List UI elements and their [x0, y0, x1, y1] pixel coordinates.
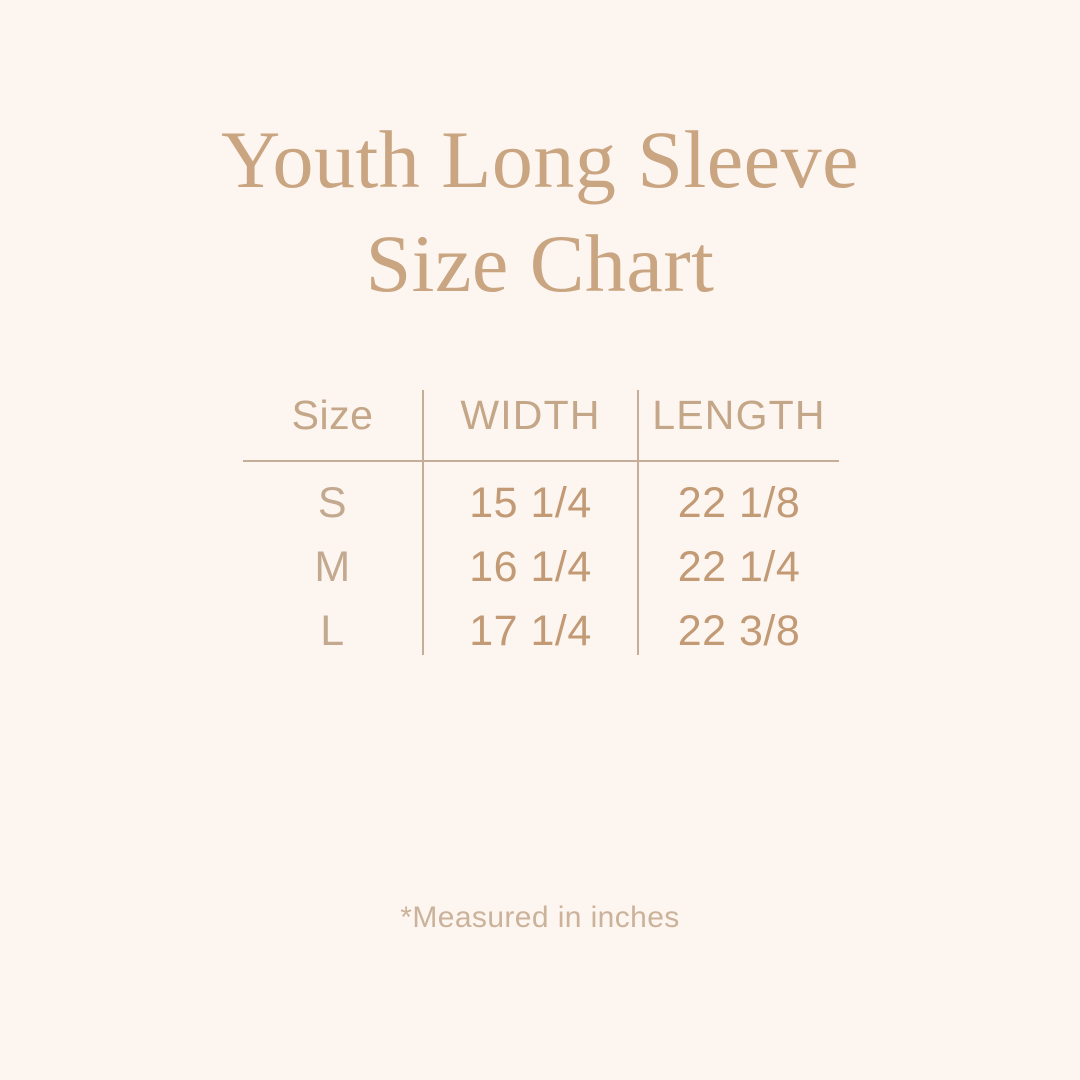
- size-table: Size S M L WIDTH 15 1/4 16 1/4 17 1/4 LE…: [243, 383, 839, 658]
- title-line-2: Size Chart: [365, 218, 715, 309]
- measurement-note: *Measured in inches: [400, 901, 680, 934]
- table-column-size: Size S M L: [243, 383, 422, 658]
- column-header-size: Size: [291, 392, 374, 438]
- cell-size-s: S: [317, 479, 348, 527]
- cell-length-m: 22 1/4: [677, 543, 801, 591]
- cell-size-l: L: [320, 607, 345, 655]
- column-divider-1: [422, 390, 424, 655]
- title-line-1: Youth Long Sleeve: [221, 114, 859, 205]
- cell-size-m: M: [314, 543, 351, 591]
- table-column-width: WIDTH 15 1/4 16 1/4 17 1/4: [424, 383, 637, 658]
- cell-width-s: 15 1/4: [469, 479, 592, 527]
- table-column-length: LENGTH 22 1/8 22 1/4 22 3/8: [639, 383, 839, 658]
- cell-width-l: 17 1/4: [469, 607, 592, 655]
- column-header-length: LENGTH: [652, 392, 826, 438]
- column-header-width: WIDTH: [460, 392, 601, 438]
- header-divider-line: [243, 460, 839, 462]
- cell-length-l: 22 3/8: [677, 607, 801, 655]
- page-title: Youth Long Sleeve Size Chart: [0, 108, 1080, 316]
- cell-length-s: 22 1/8: [677, 479, 801, 527]
- cell-width-m: 16 1/4: [469, 543, 592, 591]
- column-divider-2: [637, 390, 639, 655]
